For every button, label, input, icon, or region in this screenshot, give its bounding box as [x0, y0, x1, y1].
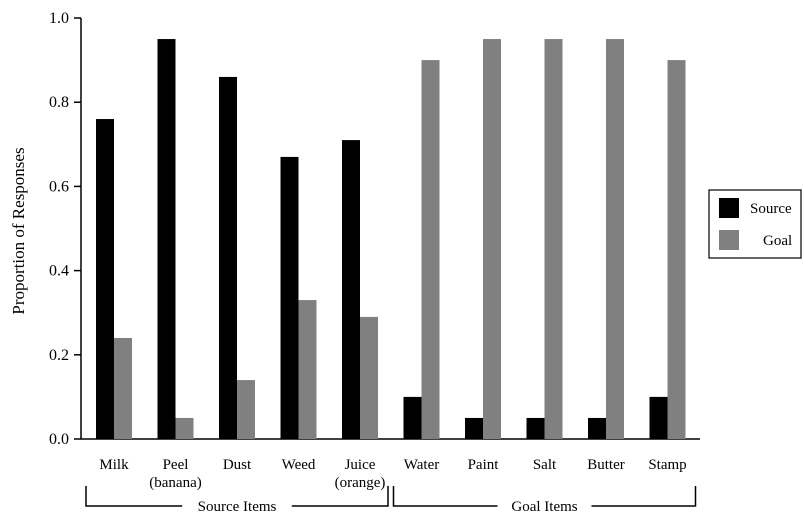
legend-swatch-source	[719, 198, 739, 218]
y-tick-label: 0.0	[49, 431, 69, 448]
bar-goal	[421, 60, 440, 439]
category-label: Milk	[99, 457, 129, 473]
y-tick-label: 0.8	[49, 94, 69, 111]
category-label: Water	[404, 457, 439, 473]
category-label: Butter	[587, 457, 625, 473]
bar-goal	[544, 39, 563, 440]
bar-goal	[483, 39, 501, 440]
bar-goal	[114, 337, 132, 439]
category-label: Dust	[223, 457, 252, 473]
group-label: Goal Items	[511, 499, 577, 512]
y-axis-title: Proportion of Responses	[9, 147, 28, 314]
group-bracket	[392, 486, 697, 507]
bar-source	[649, 396, 668, 439]
bar-goal	[667, 60, 686, 439]
y-tick-label: 0.4	[49, 263, 69, 280]
category-label: Weed	[282, 457, 316, 473]
bar-goal	[360, 316, 378, 439]
category-labels: Milk Peel (banana) Dust Weed Juice (orange) Wat…	[99, 457, 686, 491]
legend: Source Goal	[708, 189, 802, 259]
category-label: Paint	[468, 457, 500, 473]
bar-source	[465, 417, 483, 439]
legend-swatch-goal	[719, 230, 739, 250]
category-label: (orange)	[335, 475, 386, 491]
category-label: Peel	[163, 457, 189, 473]
category-label: Juice	[345, 457, 376, 473]
bar-source	[219, 76, 237, 439]
legend-label-source: Source	[750, 201, 792, 217]
bars	[96, 39, 686, 440]
bar-source	[280, 156, 299, 439]
bar-goal	[175, 417, 194, 439]
bar-source	[157, 39, 176, 440]
group-bracket	[85, 486, 389, 507]
bar-source	[588, 417, 606, 439]
y-tick-label: 0.2	[49, 347, 69, 364]
legend-label-goal: Goal	[763, 233, 792, 249]
group-label: Source Items	[198, 499, 277, 512]
y-tick-label: 0.6	[49, 178, 69, 195]
bar-goal	[298, 300, 317, 439]
category-label: Salt	[533, 457, 557, 473]
y-tick-label: 1.0	[49, 10, 69, 27]
bar-source	[342, 140, 360, 439]
bar-source	[526, 417, 545, 439]
bar-goal	[606, 39, 624, 440]
bar-source	[96, 119, 114, 439]
group-brackets: Source Items Goal Items	[85, 486, 697, 512]
bar-goal	[237, 380, 255, 439]
category-label: (banana)	[149, 475, 201, 491]
bar-source	[403, 396, 422, 439]
category-label: Stamp	[648, 457, 686, 473]
